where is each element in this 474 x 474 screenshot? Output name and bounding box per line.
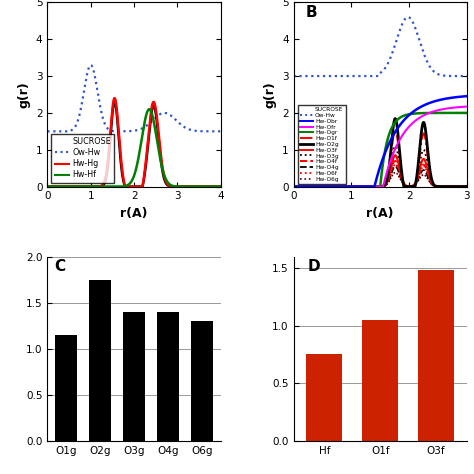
Bar — [157, 312, 179, 441]
Bar — [418, 270, 454, 441]
Legend: SUCROSE, Ow-Hw, Hw-Hg, Hw-Hf: SUCROSE, Ow-Hw, Hw-Hg, Hw-Hf — [51, 134, 114, 182]
Text: D: D — [308, 259, 320, 274]
X-axis label: r(A): r(A) — [120, 207, 148, 220]
Bar — [306, 355, 343, 441]
Bar — [362, 320, 398, 441]
X-axis label: r(A): r(A) — [366, 207, 394, 220]
Bar — [55, 335, 77, 441]
Text: B: B — [306, 5, 317, 20]
Text: C: C — [55, 259, 65, 274]
Y-axis label: g(r): g(r) — [18, 81, 30, 108]
Bar — [89, 280, 111, 441]
Y-axis label: g(r): g(r) — [264, 81, 276, 108]
Bar — [123, 312, 145, 441]
Legend: SUCROSE, Ow-Hw, Hw-Obr, Hw-Ofr, Hw-Ogr, Hw-O1f, Hw-O2g, Hw-O3f, Hw-O3g, Hw-O4f, : SUCROSE, Ow-Hw, Hw-Obr, Hw-Ofr, Hw-Ogr, … — [298, 105, 346, 184]
Bar — [191, 321, 213, 441]
